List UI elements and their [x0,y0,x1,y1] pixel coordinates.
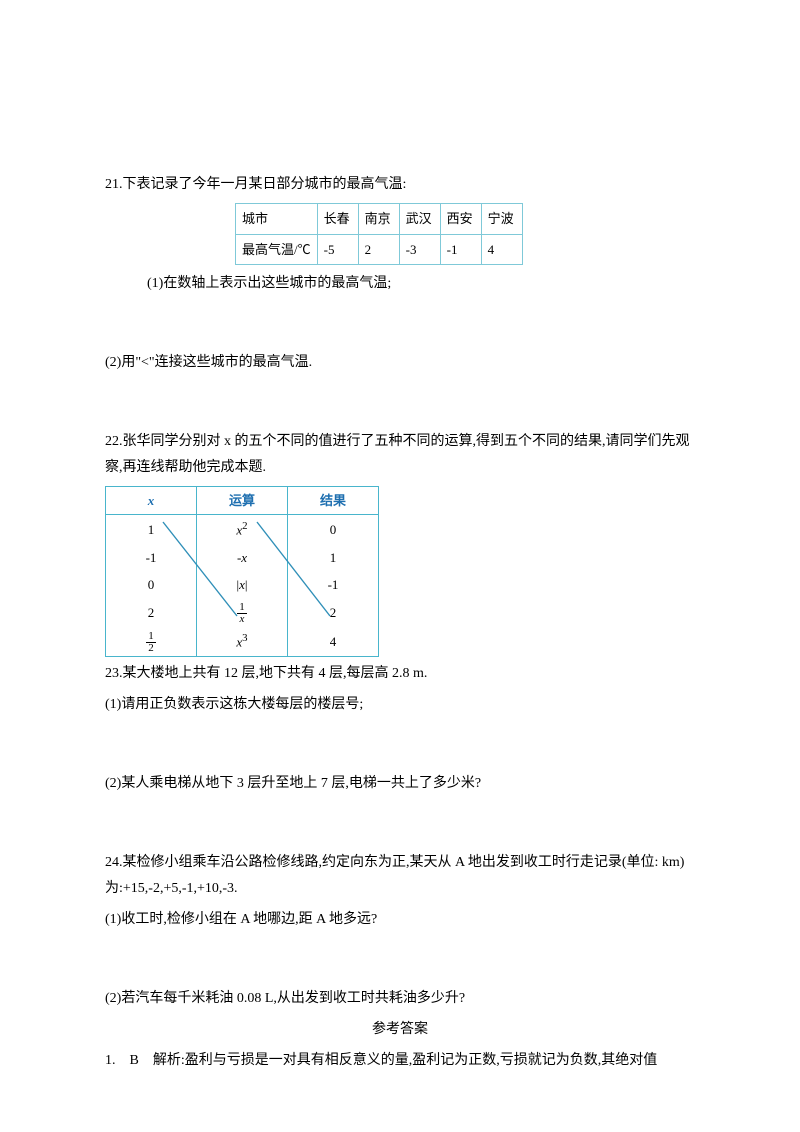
q22-res-4: 4 [288,627,379,656]
q22-th-op: 运算 [197,486,288,514]
answers-title: 参考答案 [105,1017,695,1042]
q22-op-1: -x [197,544,288,571]
q24-sub2: (2)若汽车每千米耗油 0.08 L,从出发到收工时共耗油多少升? [105,986,695,1011]
q22-res-3: 2 [288,599,379,628]
q22-x-0: 1 [106,515,197,544]
q22-diagram: x 运算 结果 1 x2 0 -1 -x 1 0 |x| -1 [105,486,389,657]
q21-city-0: 长春 [317,204,358,234]
q21-prompt: 21.下表记录了今年一月某日部分城市的最高气温: [105,172,695,197]
q24-prompt: 24.某检修小组乘车沿公路检修线路,约定向东为正,某天从 A 地出发到收工时行走… [105,850,695,900]
q22-res-1: 1 [288,544,379,571]
q22-tbody: 1 x2 0 -1 -x 1 0 |x| -1 2 1x 2 [106,515,379,657]
q22-x-3: 2 [106,599,197,628]
q21-temp-3: -1 [440,234,481,264]
q22-res-0: 0 [288,515,379,544]
q21-city-3: 西安 [440,204,481,234]
q21-temp-0: -5 [317,234,358,264]
q21-temp-1: 2 [358,234,399,264]
q22-th-x: x [106,486,197,514]
q22-op-3: 1x [197,599,288,628]
q22-op-4: x3 [197,627,288,656]
q24-sub1: (1)收工时,检修小组在 A 地哪边,距 A 地多远? [105,907,695,932]
q21-city-2: 武汉 [399,204,440,234]
answer-1: 1. B 解析:盈利与亏损是一对具有相反意义的量,盈利记为正数,亏损就记为负数,… [105,1048,695,1073]
q21-row1-label: 城市 [236,204,318,234]
q21-row2-label: 最高气温/℃ [236,234,318,264]
q21-temp-4: 4 [481,234,522,264]
q22-x-4: 12 [106,627,197,656]
q22-op-2: |x| [197,571,288,598]
q22-table: x 运算 结果 1 x2 0 -1 -x 1 0 |x| -1 [105,486,379,657]
q21-sub2: (2)用"<"连接这些城市的最高气温. [105,350,695,375]
q23-sub2: (2)某人乘电梯从地下 3 层升至地上 7 层,电梯一共上了多少米? [105,771,695,796]
q22-res-2: -1 [288,571,379,598]
q23-prompt: 23.某大楼地上共有 12 层,地下共有 4 层,每层高 2.8 m. [105,661,695,686]
q22-prompt: 22.张华同学分别对 x 的五个不同的值进行了五种不同的运算,得到五个不同的结果… [105,429,695,479]
q21-temp-2: -3 [399,234,440,264]
q21-city-1: 南京 [358,204,399,234]
q22-x-2: 0 [106,571,197,598]
q21-city-4: 宁波 [481,204,522,234]
q21-sub1: (1)在数轴上表示出这些城市的最高气温; [147,271,695,296]
q21-table: 城市 长春 南京 武汉 西安 宁波 最高气温/℃ -5 2 -3 -1 4 [235,203,523,265]
q22-op-0: x2 [197,515,288,544]
q22-th-res: 结果 [288,486,379,514]
q22-x-1: -1 [106,544,197,571]
q23-sub1: (1)请用正负数表示这栋大楼每层的楼层号; [105,692,695,717]
